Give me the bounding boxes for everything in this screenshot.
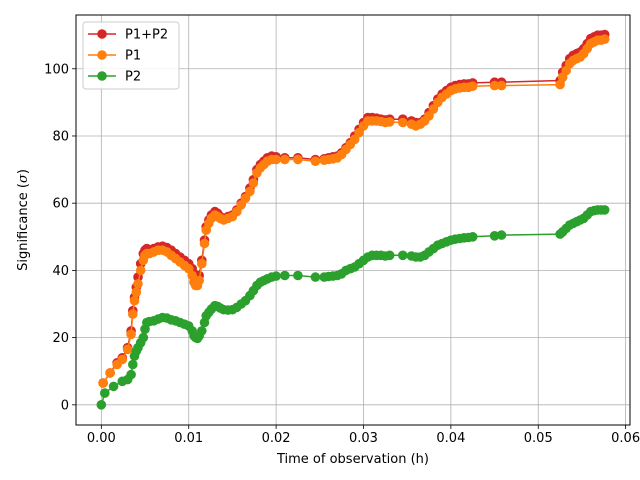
- legend-label: P1: [125, 49, 141, 64]
- plot-series: [96, 29, 610, 410]
- data-point-p1: [126, 329, 136, 340]
- data-point-p2: [280, 270, 290, 281]
- legend: P1+P2 P1 P2: [82, 21, 180, 90]
- data-point-p1: [310, 156, 321, 166]
- data-point-p2: [100, 388, 110, 398]
- data-point-p2: [599, 205, 610, 215]
- data-point-p2: [293, 270, 303, 281]
- data-point-p1: [599, 34, 610, 44]
- data-point-p1: [98, 378, 108, 388]
- x-tick-label: 0.03: [349, 431, 378, 446]
- data-point-p1: [293, 154, 303, 165]
- legend-item-p1: P1: [88, 49, 141, 64]
- y-tick-label: 100: [44, 62, 69, 77]
- data-point-p1: [555, 79, 565, 90]
- x-tick-label: 0.06: [611, 431, 640, 446]
- legend-item-p1-p2: P1+P2: [88, 28, 168, 43]
- y-tick-label: 40: [52, 264, 69, 279]
- data-point-p1: [245, 186, 255, 197]
- data-point-p2: [489, 231, 500, 241]
- data-point-p1: [496, 80, 507, 91]
- y-tick-label: 20: [52, 331, 69, 346]
- y-axis-label-symbol: σ: [16, 173, 31, 183]
- x-tick-label: 0.01: [174, 431, 203, 446]
- legend-label: P1+P2: [125, 28, 168, 43]
- legend-label: P2: [125, 70, 141, 85]
- data-point-p1: [199, 238, 210, 249]
- data-point-p1: [128, 309, 138, 319]
- data-point-p2: [126, 369, 136, 380]
- data-point-p1: [197, 258, 207, 269]
- y-axis-label-prefix: Significance (: [16, 183, 31, 271]
- data-point-p1: [271, 154, 281, 165]
- x-tick-label: 0.04: [436, 431, 465, 446]
- data-point-p2: [384, 250, 395, 261]
- y-tick-label: 0: [61, 398, 69, 413]
- x-axis-label: Time of observation (h): [276, 452, 429, 467]
- series-p2: [96, 205, 610, 410]
- plot-frame: [75, 14, 631, 426]
- data-point-p1: [280, 154, 290, 165]
- y-tick-label: 80: [52, 129, 69, 144]
- data-point-p1: [105, 368, 115, 378]
- x-tick-label: 0.02: [262, 431, 291, 446]
- data-point-p1: [194, 275, 204, 286]
- data-point-p1: [384, 117, 395, 127]
- y-axis-label: Significance (σ): [16, 169, 31, 271]
- data-point-p1: [398, 117, 408, 128]
- axis-ticks: 0.00 0.01 0.02 0.03 0.04 0.05 0.06 0 20 40 60 80 100: [44, 62, 640, 446]
- x-tick-label: 0.00: [87, 431, 116, 446]
- data-point-p1: [131, 287, 142, 298]
- data-point-p1: [122, 344, 133, 355]
- data-point-p2: [197, 326, 207, 336]
- data-point-p1: [129, 295, 140, 306]
- legend-marker: [97, 71, 107, 81]
- legend-item-p2: P2: [88, 70, 141, 85]
- data-point-p2: [467, 232, 478, 242]
- data-point-p1: [135, 265, 146, 276]
- data-point-p2: [96, 400, 107, 410]
- data-point-p2: [138, 332, 149, 343]
- data-point-p2: [108, 381, 119, 392]
- x-tick-label: 0.05: [524, 431, 553, 446]
- data-point-p2: [398, 250, 408, 261]
- data-point-p2: [128, 359, 138, 370]
- data-point-p1: [489, 80, 500, 91]
- series-p1: [98, 34, 610, 388]
- data-point-p1: [240, 193, 251, 203]
- data-point-p1: [467, 81, 478, 91]
- data-point-p1: [248, 178, 259, 188]
- data-point-p2: [271, 271, 281, 281]
- y-axis-label-suffix: ): [16, 169, 31, 174]
- y-tick-label: 60: [52, 197, 69, 212]
- legend-box: [82, 21, 180, 90]
- legend-marker: [97, 29, 107, 39]
- data-point-p2: [496, 230, 507, 240]
- data-point-p1: [117, 354, 128, 365]
- data-point-p2: [310, 272, 321, 282]
- data-point-p1: [133, 279, 143, 289]
- legend-marker: [97, 50, 107, 60]
